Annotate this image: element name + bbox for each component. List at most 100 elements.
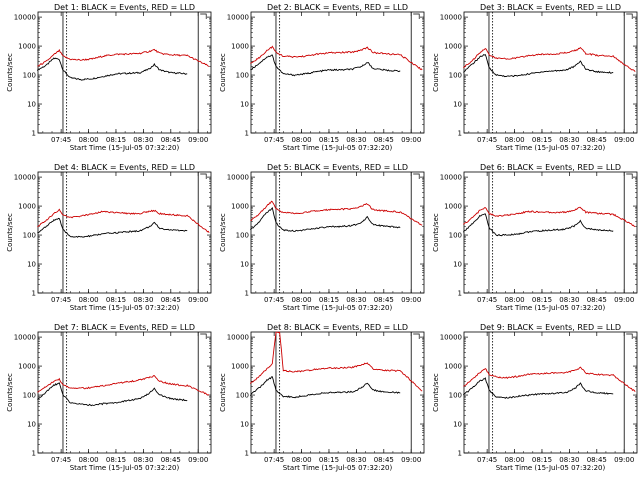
series-events-line (463, 377, 614, 399)
series-events-line (36, 57, 188, 81)
series-lld-line (463, 366, 636, 392)
chart-title: Det 5: BLACK = Events, RED = LLD (267, 163, 408, 172)
y-tick-label: 10 (27, 261, 36, 269)
y-tick-label: 1 (458, 290, 462, 298)
y-tick-label: 100 (236, 232, 249, 240)
chart-panel: Det 7: BLACK = Events, RED = LLD 1 10 100 10… (6, 323, 212, 472)
x-tick-label: 08:45 (374, 296, 394, 304)
y-tick-label: 100 (236, 72, 249, 80)
y-tick-label: 1 (32, 450, 36, 458)
y-tick-label: 1000 (231, 203, 249, 211)
x-tick-label: 08:45 (587, 456, 607, 464)
x-tick-label: 08:15 (106, 296, 126, 304)
series-lld-line (250, 331, 423, 392)
x-tick-label: 08:00 (291, 296, 311, 304)
y-tick-label: 1000 (18, 363, 36, 371)
series-events-line (250, 206, 401, 232)
x-tick-label: 08:15 (532, 456, 552, 464)
x-tick-label: 07:45 (51, 456, 71, 464)
x-tick-label: 08:15 (532, 296, 552, 304)
chart-title: Det 4: BLACK = Events, RED = LLD (54, 163, 195, 172)
y-tick-label: 100 (449, 392, 462, 400)
x-tick-label: 08:00 (78, 296, 98, 304)
chart-title: Det 6: BLACK = Events, RED = LLD (480, 163, 621, 172)
x-tick-label: 09:00 (614, 456, 634, 464)
series-lld-line (37, 48, 210, 67)
chart-title: Det 3: BLACK = Events, RED = LLD (480, 3, 621, 12)
chart-panel: Det 4: BLACK = Events, RED = LLD 1 10 100 10… (6, 163, 212, 312)
y-tick-label: 1000 (231, 43, 249, 51)
x-tick-label: 09:00 (614, 296, 634, 304)
chart-panel: Det 3: BLACK = Events, RED = LLD 1 10 100 10… (432, 3, 638, 152)
plot-frame (463, 171, 638, 294)
x-tick-label: 09:00 (188, 296, 208, 304)
y-tick-label: 1000 (18, 203, 36, 211)
x-tick-label: 08:15 (319, 296, 339, 304)
x-tick-label: 08:00 (78, 456, 98, 464)
chart-panel: Det 9: BLACK = Events, RED = LLD 1 10 100 10… (432, 323, 638, 472)
y-tick-label: 100 (449, 72, 462, 80)
plot-frame (250, 171, 425, 294)
x-tick-label: 08:30 (559, 296, 579, 304)
y-tick-label: 10000 (14, 334, 36, 342)
y-axis-label: Counts/sec (6, 213, 14, 252)
flag-marker (200, 173, 207, 179)
x-tick-label: 08:00 (291, 456, 311, 464)
x-tick-label: 08:15 (106, 456, 126, 464)
flag-marker (200, 333, 207, 339)
y-tick-label: 10 (453, 101, 462, 109)
x-tick-label: 08:45 (161, 456, 181, 464)
chart-title: Det 2: BLACK = Events, RED = LLD (267, 3, 408, 12)
x-tick-label: 07:45 (477, 136, 497, 144)
x-tick-label: 07:45 (264, 456, 284, 464)
chart-title: Det 1: BLACK = Events, RED = LLD (54, 3, 195, 12)
x-tick-label: 08:45 (161, 136, 181, 144)
chart-panel: Det 1: BLACK = Events, RED = LLD 1 10 100 10… (6, 3, 212, 152)
x-axis-label: Start Time (15-Jul-05 07:32:20) (283, 464, 393, 472)
x-tick-label: 07:45 (51, 296, 71, 304)
x-tick-label: 08:30 (346, 136, 366, 144)
y-tick-label: 1 (245, 290, 249, 298)
x-tick-label: 07:45 (477, 456, 497, 464)
x-tick-label: 08:45 (587, 136, 607, 144)
x-tick-label: 09:00 (401, 136, 421, 144)
y-tick-label: 100 (236, 392, 249, 400)
flag-marker (200, 13, 207, 19)
y-tick-label: 100 (449, 232, 462, 240)
x-tick-label: 08:00 (504, 456, 524, 464)
plot-frame (250, 11, 425, 134)
x-tick-label: 08:45 (374, 136, 394, 144)
x-tick-label: 08:30 (559, 136, 579, 144)
y-tick-label: 1 (32, 130, 36, 138)
x-tick-label: 08:30 (133, 296, 153, 304)
chart-title: Det 9: BLACK = Events, RED = LLD (480, 323, 621, 332)
x-tick-label: 08:15 (319, 136, 339, 144)
series-lld-line (250, 200, 423, 226)
plot-frame (37, 171, 212, 294)
y-axis-label: Counts/sec (432, 213, 440, 252)
y-axis-label: Counts/sec (219, 213, 227, 252)
flag-marker (413, 333, 420, 339)
y-tick-label: 10000 (14, 174, 36, 182)
x-tick-label: 08:45 (374, 456, 394, 464)
x-tick-label: 08:30 (133, 456, 153, 464)
x-tick-label: 09:00 (401, 456, 421, 464)
x-axis-label: Start Time (15-Jul-05 07:32:20) (496, 464, 606, 472)
y-tick-label: 1000 (444, 363, 462, 371)
y-tick-label: 100 (23, 72, 36, 80)
y-tick-label: 10000 (440, 14, 462, 22)
x-axis-label: Start Time (15-Jul-05 07:32:20) (70, 464, 180, 472)
y-tick-label: 1000 (444, 203, 462, 211)
y-tick-label: 10000 (440, 174, 462, 182)
y-axis-label: Counts/sec (6, 373, 14, 412)
x-tick-label: 08:00 (504, 296, 524, 304)
chart-panel: Det 8: BLACK = Events, RED = LLD 1 10 100 10… (219, 323, 425, 472)
y-tick-label: 100 (23, 232, 36, 240)
plot-frame (37, 11, 212, 134)
plot-frame (250, 331, 425, 454)
x-tick-label: 08:45 (587, 296, 607, 304)
x-tick-label: 07:45 (477, 296, 497, 304)
y-tick-label: 1 (245, 130, 249, 138)
x-tick-label: 08:30 (133, 136, 153, 144)
